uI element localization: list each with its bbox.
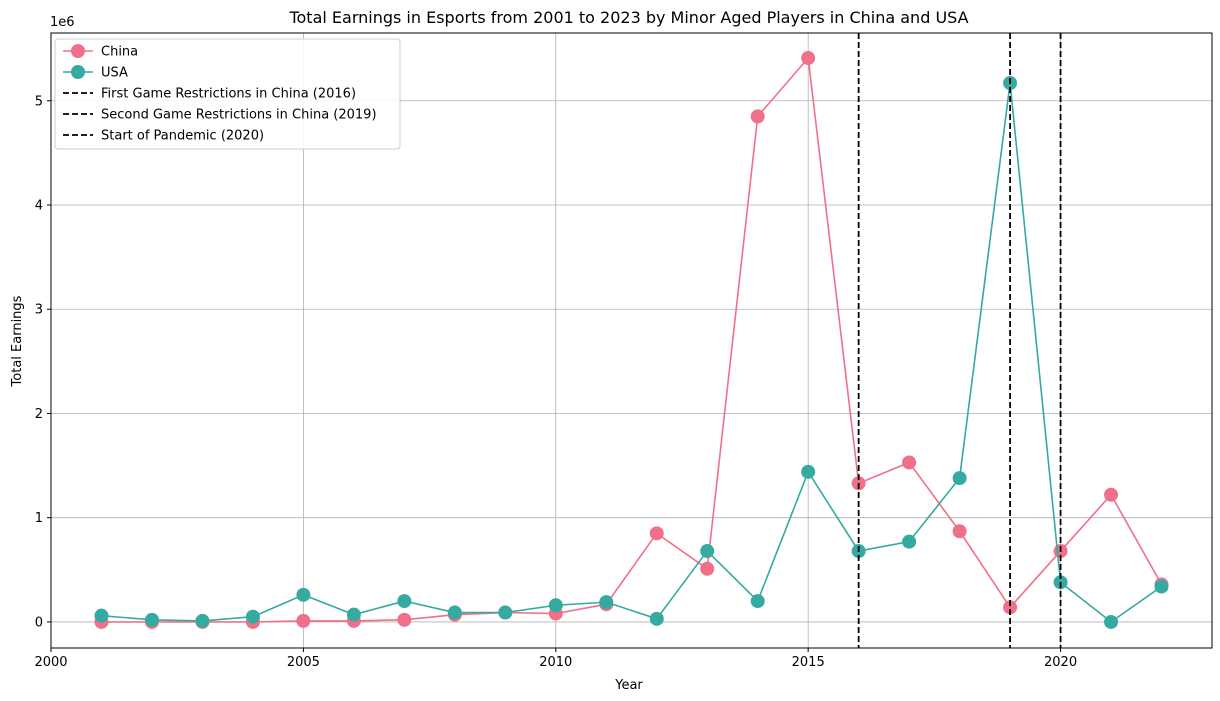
data-point: [94, 608, 109, 623]
legend-entry: Start of Pandemic (2020): [63, 129, 264, 144]
x-axis-label: Year: [614, 678, 643, 693]
x-tick-label: 2005: [287, 655, 320, 670]
series-line: [101, 82, 1162, 623]
y-tick-label: 5: [35, 94, 43, 109]
data-point: [397, 612, 412, 627]
y-tick-label: 1: [35, 511, 43, 526]
chart-title: Total Earnings in Esports from 2001 to 2…: [288, 8, 968, 27]
data-point: [952, 471, 967, 486]
data-point: [397, 594, 412, 609]
data-point: [801, 464, 816, 479]
data-point: [750, 109, 765, 124]
legend-box: [54, 38, 401, 150]
y-tick-label: 0: [35, 615, 43, 630]
legend-marker: [71, 65, 85, 79]
data-point: [700, 561, 715, 576]
legend-entry: USA: [63, 65, 128, 81]
data-point: [649, 611, 664, 626]
y-tick-label: 4: [35, 198, 43, 213]
data-point: [902, 455, 917, 470]
data-point: [1104, 487, 1119, 502]
x-tick-label: 2020: [1044, 655, 1077, 670]
axes: 2000 2005 2010 2015 2020 0 1 2 3 4 5: [34, 32, 1213, 670]
reference-lines: [857, 33, 1062, 648]
data-point: [548, 598, 563, 613]
legend: China USA First Game Restrictions in China…: [54, 38, 401, 150]
data-point: [296, 613, 311, 628]
data-point: [296, 587, 311, 602]
legend-marker: [71, 44, 85, 58]
data-point: [902, 534, 917, 549]
x-tick-label: 2000: [34, 655, 67, 670]
legend-label: China: [101, 45, 138, 60]
data-point: [346, 607, 361, 622]
data-point: [952, 524, 967, 539]
series-usa: [94, 76, 1169, 629]
data-point: [498, 605, 513, 620]
y-tick-label: 2: [35, 407, 43, 422]
data-point: [700, 544, 715, 559]
legend-label: First Game Restrictions in China (2016): [101, 87, 356, 102]
data-point: [1104, 614, 1119, 629]
legend-label: Second Game Restrictions in China (2019): [101, 108, 377, 123]
data-point: [1154, 579, 1169, 594]
legend-label: USA: [101, 66, 128, 81]
data-point: [801, 51, 816, 66]
data-point: [599, 595, 614, 610]
x-tick-label: 2010: [539, 655, 572, 670]
y-tick-label: 3: [35, 303, 43, 318]
data-point: [649, 526, 664, 541]
data-point: [245, 609, 260, 624]
series-line: [101, 56, 1163, 623]
data-point: [447, 605, 462, 620]
data-point: [195, 613, 210, 628]
legend-entry: First Game Restrictions in China (2016): [63, 87, 356, 102]
data-point: [1003, 600, 1018, 615]
series-layer: [94, 51, 1169, 629]
y-axis-label: Total Earnings: [10, 295, 25, 387]
legend-entry: China: [63, 44, 138, 60]
data-point: [750, 594, 765, 609]
data-point: [144, 612, 159, 627]
plot-frame: [50, 32, 1213, 649]
y-scale-label: 1e6: [50, 15, 75, 30]
legend-entry: Second Game Restrictions in China (2019): [63, 108, 377, 123]
x-tick-label: 2015: [792, 655, 825, 670]
legend-label: Start of Pandemic (2020): [101, 129, 264, 144]
